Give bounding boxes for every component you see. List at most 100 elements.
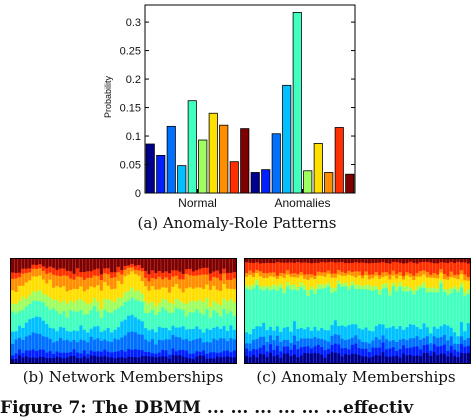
membership-cell [34,333,39,351]
membership-cell [272,330,277,341]
membership-cell [442,273,447,280]
membership-cell [11,259,15,273]
membership-cell [408,323,413,339]
membership-cell [275,261,280,276]
bar-chart-ticks: 0 0.05 0.1 0.15 0.2 0.25 0.3 Normal Anomalies [120,17,355,210]
membership-cell [337,334,341,345]
membership-cell [109,288,114,301]
membership-cell [225,340,230,351]
membership-cell [435,292,440,329]
membership-cell [418,270,423,277]
membership-cell [218,304,223,317]
caption-anomaly-role-patterns: (a) Anomaly-Role Patterns [137,214,337,232]
membership-cell [82,290,87,302]
membership-cell [24,272,29,283]
membership-cell [337,269,341,275]
membership-cell [262,272,266,278]
membership-cell [258,347,263,354]
membership-cell [463,346,467,354]
membership-cell [130,297,135,315]
membership-cell [198,351,203,356]
membership-cell [34,291,39,301]
membership-cell [174,259,179,271]
membership-cell [161,327,165,341]
membership-cell [388,340,392,349]
bar-normal-2 [156,154,166,194]
membership-cell [137,269,141,276]
membership-cell [184,329,189,339]
membership-cell [68,351,73,357]
membership-cell [28,279,32,296]
membership-cell [184,315,189,330]
membership-cell [157,270,162,277]
membership-cell [309,348,314,354]
membership-cell [41,320,46,337]
membership-cell [123,335,128,352]
membership-cell [285,274,290,283]
membership-cell [320,284,324,289]
membership-cell [14,278,19,293]
bar-chart-axes [144,4,356,194]
membership-cell [205,259,210,268]
membership-cell [350,323,355,338]
membership-cell [150,338,155,354]
membership-cell [41,270,46,280]
membership-cell [21,357,26,363]
membership-cell [150,259,155,271]
membership-cell [347,354,352,363]
membership-cell [456,356,461,363]
membership-cell [92,326,97,340]
membership-cell [109,356,114,363]
membership-cell [218,328,223,339]
membership-cell [292,354,297,363]
plot-frame [144,4,356,194]
membership-cell [51,274,56,288]
membership-cell [340,271,345,276]
membership-cell [72,339,77,350]
membership-cell [262,259,266,264]
membership-cell [161,339,165,350]
membership-cell [133,331,138,350]
membership-cell [62,310,66,328]
membership-cell [14,303,19,314]
membership-cell [212,327,216,339]
membership-cell [463,352,467,363]
membership-cell [350,262,355,272]
membership-cell [164,299,169,311]
membership-cell [299,282,304,288]
membership-cell [405,355,410,363]
membership-cell [398,325,403,340]
membership-cell [384,259,389,263]
membership-cell [367,278,372,286]
membership-cell [316,271,321,276]
membership-cell [343,347,348,354]
membership-cell [75,259,80,269]
membership-cell [422,261,427,271]
membership-cell [265,259,270,263]
membership-cell [161,278,165,288]
membership-cell [150,352,155,357]
membership-cell [360,278,365,286]
membership-cell [452,349,457,357]
membership-cell [449,336,454,346]
membership-cell [377,278,382,290]
membership-cell [103,330,107,340]
membership-cell [296,261,300,275]
membership-cell [140,301,145,322]
membership-cell [229,310,233,326]
membership-cell [225,350,230,357]
membership-cell [391,346,396,357]
membership-cell [164,309,169,328]
membership-cell [377,339,382,348]
membership-cell [251,328,256,340]
membership-cell [150,328,155,340]
membership-cell [401,275,406,280]
membership-cell [17,276,22,286]
membership-cell [459,282,464,288]
membership-cell [285,262,290,271]
membership-cell [296,290,300,330]
membership-cell [171,354,176,363]
membership-cell [116,297,121,309]
membership-cell [463,330,467,341]
membership-cell [82,259,87,273]
